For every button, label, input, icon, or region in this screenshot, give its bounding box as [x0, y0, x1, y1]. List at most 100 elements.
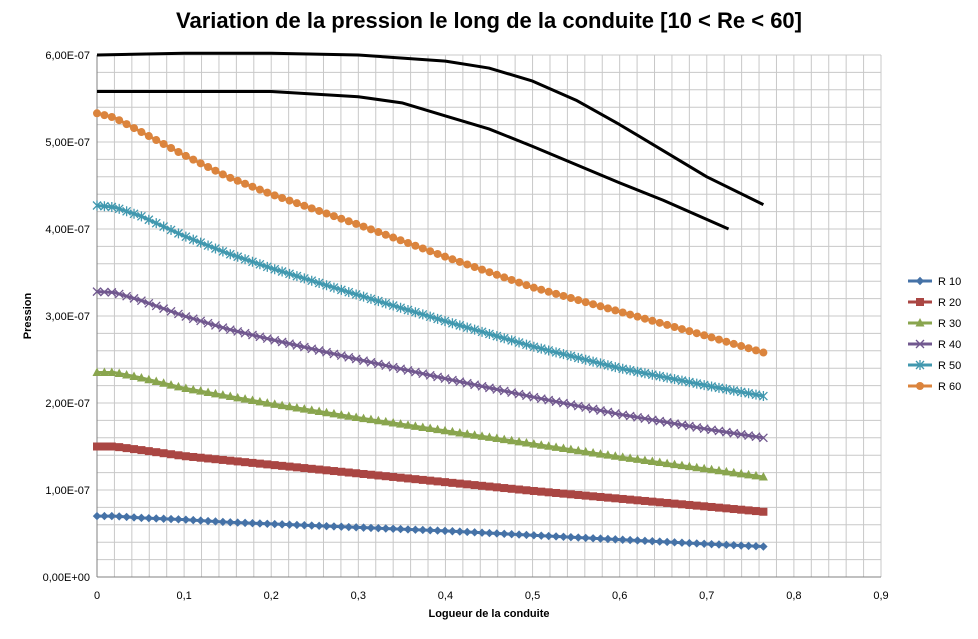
x-tick-label: 0,6 [612, 590, 627, 602]
grid [96, 54, 882, 578]
data-point [492, 433, 502, 443]
data-point [692, 422, 702, 432]
data-point [744, 469, 754, 479]
data-point [507, 484, 516, 493]
data-point [122, 120, 131, 129]
data-point [670, 499, 679, 508]
data-point [536, 394, 546, 404]
data-point [566, 444, 576, 454]
data-point [477, 381, 487, 391]
data-point [729, 540, 738, 550]
data-point [559, 489, 568, 498]
data-point [233, 392, 243, 402]
data-point [611, 306, 620, 315]
legend-label: R 10 [938, 276, 961, 288]
data-point [574, 490, 583, 499]
data-point [507, 275, 516, 284]
series-line [96, 51, 765, 206]
data-point [573, 445, 583, 455]
data-point [233, 176, 242, 185]
data-point [300, 521, 309, 530]
data-point [167, 144, 176, 153]
data-point [204, 454, 213, 463]
data-point [240, 394, 250, 403]
data-point [655, 457, 665, 467]
data-point [751, 507, 760, 516]
data-point [588, 534, 598, 543]
data-point [152, 136, 161, 145]
data-point [136, 372, 146, 382]
data-point [307, 464, 316, 473]
data-point [277, 520, 287, 529]
data-point [670, 459, 680, 469]
data-point [285, 462, 294, 471]
data-point [714, 465, 724, 475]
data-point [122, 444, 131, 453]
data-point [640, 536, 650, 546]
data-point [240, 518, 250, 528]
data-point [322, 407, 332, 417]
data-point [915, 339, 925, 349]
data-point [714, 503, 723, 512]
x-tick-label: 0,1 [176, 590, 191, 602]
data-point [492, 270, 501, 279]
data-point [751, 470, 761, 480]
data-point [440, 374, 450, 384]
data-point [441, 252, 450, 261]
data-point [603, 407, 613, 417]
data-point [581, 403, 591, 412]
data-point [366, 523, 376, 533]
data-point [447, 318, 457, 329]
data-point [151, 301, 161, 311]
data-point [159, 221, 169, 232]
data-point [470, 263, 479, 272]
data-point [729, 505, 738, 514]
data-point [388, 524, 398, 534]
data-point [107, 112, 116, 121]
data-point [411, 241, 420, 250]
data-point [359, 356, 369, 366]
data-point [655, 416, 665, 426]
data-point [744, 388, 754, 399]
data-point [233, 326, 243, 336]
data-point [603, 360, 613, 371]
data-point [521, 391, 531, 401]
data-point [248, 182, 257, 191]
data-point [500, 484, 509, 493]
data-point [203, 387, 213, 397]
data-point [322, 521, 331, 531]
data-point [418, 244, 427, 253]
data-point [744, 431, 754, 440]
series-unlabeled-7 [97, 90, 730, 231]
data-point [374, 471, 383, 480]
data-point [292, 463, 301, 472]
data-point [684, 421, 694, 431]
data-point [99, 367, 109, 377]
data-point [640, 314, 649, 323]
data-point [758, 391, 768, 402]
data-point [196, 386, 206, 395]
data-point [410, 367, 420, 377]
legend-label: R 30 [938, 318, 961, 330]
data-point [559, 349, 568, 360]
data-point [188, 384, 198, 394]
data-point [626, 495, 635, 504]
series-r-10 [92, 511, 768, 551]
data-point [684, 377, 694, 388]
data-point [159, 304, 169, 314]
data-point [677, 420, 687, 430]
data-point [522, 281, 531, 290]
data-point [670, 374, 680, 385]
data-point [248, 256, 257, 267]
data-point [396, 524, 405, 534]
data-point [233, 518, 242, 527]
data-point [299, 342, 309, 352]
data-point [352, 469, 361, 478]
data-point [262, 334, 272, 344]
data-point [470, 528, 479, 537]
data-point [307, 405, 317, 414]
data-point [329, 408, 339, 418]
data-point [736, 429, 746, 439]
data-point [329, 349, 339, 359]
legend-item-r-50: R 50 [908, 360, 961, 372]
